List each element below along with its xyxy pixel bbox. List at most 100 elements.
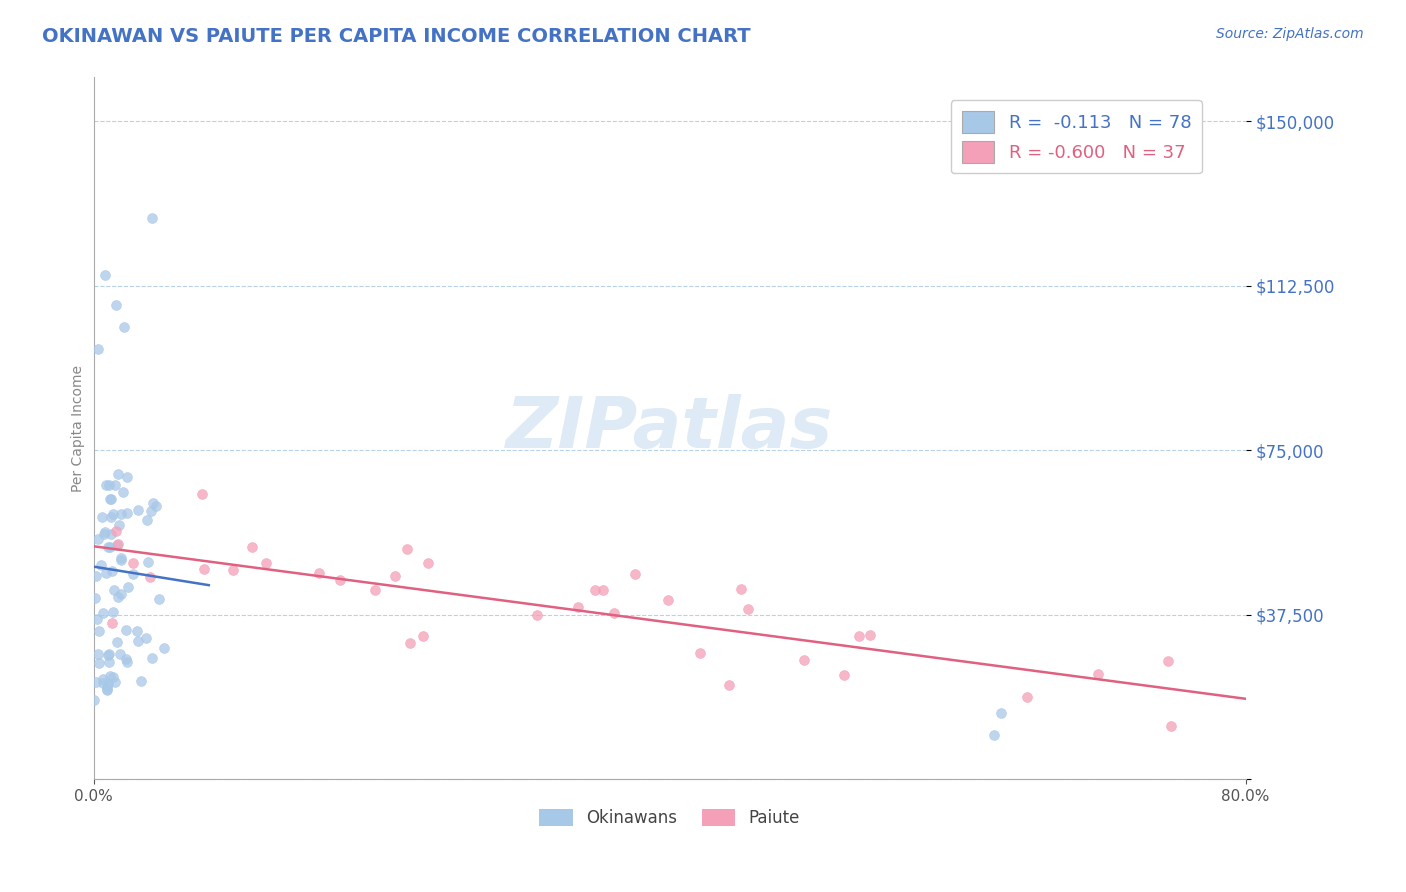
Point [91, 672, 114, 686]
Point [737, 602, 759, 616]
Point [86, 675, 108, 690]
Point [110, 648, 132, 662]
Point [121, 556, 143, 570]
Point [96, 682, 118, 697]
Point [110, 551, 132, 566]
Point [603, 606, 626, 620]
Point [526, 608, 548, 623]
Point [127, 633, 149, 648]
Point [93, 526, 115, 541]
Point [1015, 690, 1038, 704]
Point [583, 583, 606, 598]
Point [97, 655, 120, 669]
Point [127, 502, 149, 516]
Point [112, 320, 135, 334]
Point [135, 513, 157, 527]
Point [107, 517, 129, 532]
Point [98, 492, 121, 507]
Point [138, 570, 160, 584]
Point [101, 605, 124, 619]
Point [832, 668, 855, 682]
Point [90, 558, 112, 573]
Point [96, 566, 118, 580]
Point [859, 628, 882, 642]
Point [98, 669, 121, 683]
Point [101, 507, 124, 521]
Point [793, 653, 815, 667]
Point [115, 652, 138, 666]
Point [718, 678, 741, 692]
Point [1157, 654, 1180, 668]
Point [97, 677, 120, 691]
Point [107, 537, 129, 551]
Legend: Okinawans, Paiute: Okinawans, Paiute [533, 802, 807, 834]
Point [136, 555, 159, 569]
Point [848, 630, 870, 644]
Point [730, 582, 752, 597]
Point [689, 646, 711, 660]
Point [145, 499, 167, 513]
Point [87, 343, 110, 357]
Point [100, 509, 122, 524]
Point [142, 496, 165, 510]
Point [83, 591, 105, 605]
Point [193, 562, 215, 576]
Point [396, 542, 419, 557]
Point [98, 540, 121, 554]
Point [100, 527, 122, 541]
Point [98, 478, 121, 492]
Text: OKINAWAN VS PAIUTE PER CAPITA INCOME CORRELATION CHART: OKINAWAN VS PAIUTE PER CAPITA INCOME COR… [42, 27, 751, 45]
Point [89, 656, 111, 670]
Point [103, 582, 125, 597]
Point [129, 674, 152, 689]
Point [101, 670, 124, 684]
Point [97, 540, 120, 554]
Point [87, 624, 110, 639]
Point [117, 470, 139, 484]
Point [112, 484, 135, 499]
Point [115, 623, 138, 637]
Point [107, 591, 129, 605]
Point [96, 679, 118, 693]
Point [104, 298, 127, 312]
Point [107, 467, 129, 481]
Point [104, 478, 127, 492]
Point [110, 553, 132, 567]
Y-axis label: Per Capita Income: Per Capita Income [72, 365, 86, 491]
Point [152, 640, 174, 655]
Point [105, 539, 128, 553]
Point [91, 676, 114, 690]
Point [105, 635, 128, 649]
Point [100, 491, 122, 506]
Point [97, 648, 120, 662]
Point [93, 606, 115, 620]
Point [86, 611, 108, 625]
Point [191, 487, 214, 501]
Point [363, 583, 385, 598]
Point [384, 569, 406, 583]
Point [242, 541, 264, 555]
Point [135, 632, 157, 646]
Point [104, 675, 127, 690]
Point [567, 600, 589, 615]
Point [308, 566, 330, 580]
Point [110, 507, 132, 521]
Point [110, 587, 132, 601]
Point [592, 583, 614, 598]
Point [256, 556, 278, 570]
Point [329, 573, 352, 587]
Point [657, 593, 679, 607]
Point [101, 564, 124, 578]
Point [623, 566, 645, 581]
Point [122, 567, 145, 582]
Point [94, 524, 117, 539]
Point [105, 524, 128, 539]
Point [94, 268, 117, 282]
Text: ZIPatlas: ZIPatlas [506, 393, 834, 463]
Point [100, 616, 122, 631]
Point [139, 504, 162, 518]
Point [96, 682, 118, 697]
Point [398, 636, 420, 650]
Point [115, 506, 138, 520]
Text: Source: ZipAtlas.com: Source: ZipAtlas.com [1216, 27, 1364, 41]
